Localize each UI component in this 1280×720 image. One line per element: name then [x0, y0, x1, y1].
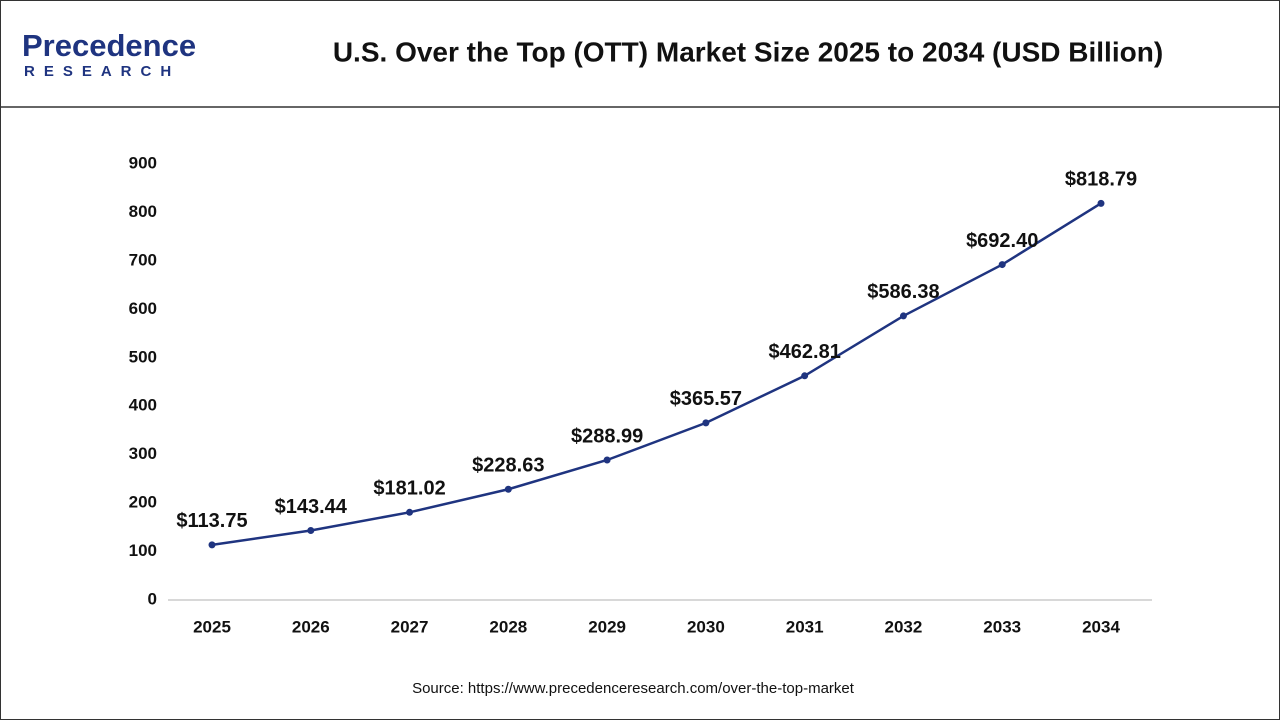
- data-point: [603, 456, 611, 464]
- data-point: [801, 372, 809, 380]
- x-tick-label: 2033: [983, 617, 1021, 636]
- data-label: $462.81: [769, 341, 841, 363]
- y-tick-label: 800: [129, 202, 157, 221]
- data-point: [702, 419, 710, 427]
- series-line: [211, 202, 1102, 547]
- x-tick-label: 2025: [193, 617, 231, 636]
- source-note: Source: https://www.precedenceresearch.c…: [412, 680, 855, 697]
- data-label: $365.57: [670, 388, 742, 410]
- data-label: $181.02: [373, 478, 445, 500]
- x-tick-label: 2029: [588, 617, 626, 636]
- data-point: [998, 261, 1006, 269]
- y-tick-label: 500: [129, 347, 157, 366]
- y-tick-label: 300: [129, 444, 157, 463]
- y-tick-label: 700: [129, 250, 157, 269]
- data-label: $288.99: [571, 425, 643, 447]
- x-tick-label: 2031: [786, 617, 824, 636]
- x-tick-label: 2032: [885, 617, 923, 636]
- data-point: [1097, 199, 1105, 207]
- y-tick-label: 100: [129, 541, 157, 560]
- x-tick-label: 2030: [687, 617, 725, 636]
- data-label: $692.40: [966, 230, 1038, 252]
- y-tick-label: 900: [129, 153, 157, 172]
- data-label: $818.79: [1065, 169, 1137, 191]
- data-point: [208, 541, 216, 549]
- y-tick-label: 600: [129, 299, 157, 318]
- data-point: [406, 508, 414, 516]
- data-label: $228.63: [472, 455, 544, 477]
- y-tick-label: 200: [129, 493, 157, 512]
- y-tick-label: 0: [148, 589, 157, 608]
- y-tick-label: 400: [129, 396, 157, 415]
- x-tick-label: 2034: [1082, 617, 1120, 636]
- data-point: [504, 485, 512, 493]
- x-tick-label: 2027: [391, 617, 429, 636]
- x-tick-label: 2026: [292, 617, 330, 636]
- data-label: $143.44: [275, 496, 348, 518]
- data-label: $586.38: [867, 281, 939, 303]
- logo-tagline: RESEARCH: [24, 63, 180, 80]
- data-label: $113.75: [176, 510, 247, 532]
- chart-title: U.S. Over the Top (OTT) Market Size 2025…: [333, 36, 1163, 67]
- data-point: [899, 312, 907, 320]
- data-point: [307, 527, 315, 535]
- x-tick-label: 2028: [489, 617, 527, 636]
- logo-name: Precedence: [22, 28, 196, 63]
